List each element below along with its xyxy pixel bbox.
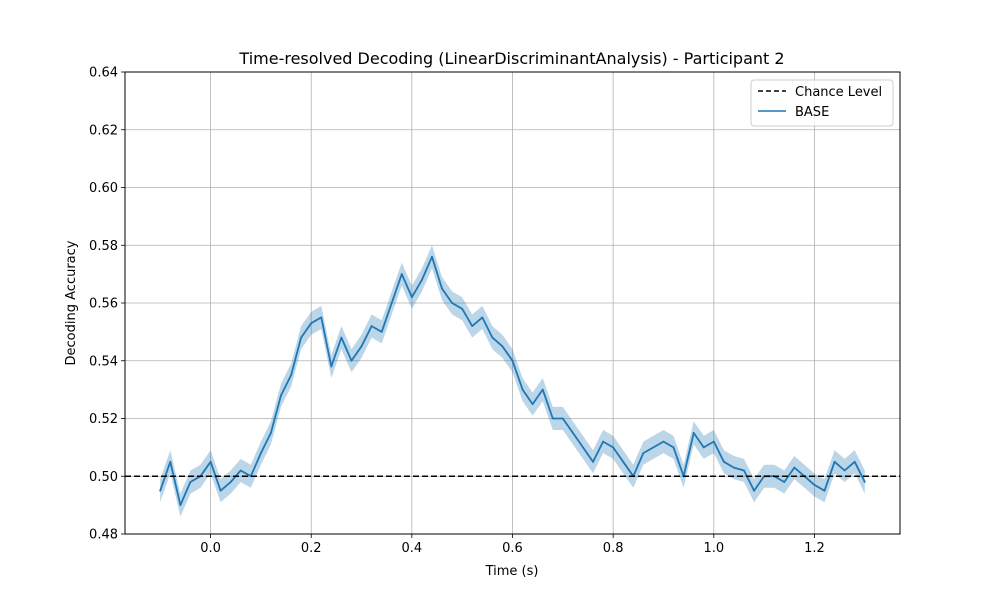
- y-tick-label: 0.56: [89, 297, 118, 312]
- legend-base-label: BASE: [795, 105, 829, 120]
- base-data-point: [209, 460, 212, 463]
- base-data-point: [692, 432, 695, 434]
- base-data-point: [169, 460, 172, 463]
- legend-chance-label: Chance Level: [795, 85, 882, 100]
- axis-ticks: 0.0 0.2 0.4 0.6 0.8 1.0 1.2 0.48 0.50 0.52 0.54 0.5…: [89, 66, 825, 557]
- base-data-point: [491, 336, 494, 339]
- base-data-point: [370, 325, 373, 327]
- base-data-point: [531, 403, 534, 405]
- x-tick-label: 0.8: [603, 541, 624, 556]
- y-tick-label: 0.62: [89, 123, 118, 138]
- y-tick-label: 0.64: [89, 66, 118, 81]
- base-data-point: [783, 481, 786, 483]
- base-data-point: [159, 489, 162, 492]
- base-data-point: [863, 481, 866, 483]
- base-data-point: [380, 330, 383, 333]
- base-data-point: [451, 302, 454, 304]
- base-data-point: [582, 446, 584, 449]
- y-tick-label: 0.48: [89, 528, 118, 543]
- base-data-point: [431, 255, 433, 258]
- x-tick-label: 0.6: [502, 541, 523, 556]
- y-tick-label: 0.52: [89, 412, 118, 427]
- base-data-point: [310, 322, 313, 325]
- base-data-point: [259, 452, 262, 455]
- base-data-point: [612, 446, 615, 449]
- base-data-point: [290, 374, 292, 377]
- legend: Chance Level BASE: [750, 79, 894, 127]
- base-data-point: [239, 469, 242, 472]
- base-data-point: [602, 440, 604, 443]
- base-data-point: [360, 345, 363, 348]
- base-data-point: [471, 325, 474, 327]
- base-data-point: [340, 336, 343, 339]
- base-data-point: [521, 388, 524, 391]
- x-tick-label: 0.0: [200, 541, 221, 556]
- base-data-point: [662, 440, 665, 443]
- data-lines: [125, 255, 900, 507]
- base-confidence-band: [160, 245, 865, 517]
- base-data-point: [753, 489, 755, 492]
- confidence-band: [160, 245, 865, 517]
- base-data-point: [511, 359, 514, 362]
- base-data-point: [743, 469, 745, 472]
- base-data-point: [561, 417, 564, 420]
- base-data-point: [853, 460, 856, 463]
- x-tick-label: 0.4: [402, 541, 423, 556]
- base-data-point: [300, 336, 303, 339]
- x-tick-label: 0.2: [301, 541, 322, 556]
- base-data-point: [189, 481, 192, 483]
- base-data-point: [571, 432, 574, 434]
- base-data-point: [421, 279, 423, 281]
- base-data-point: [843, 469, 846, 472]
- x-tick-label: 1.0: [703, 541, 724, 556]
- base-data-point: [722, 460, 725, 463]
- base-data-point: [330, 365, 333, 368]
- base-data-point: [592, 460, 594, 463]
- base-data-point: [551, 417, 554, 420]
- chart-title: Time-resolved Decoding (LinearDiscrimina…: [238, 49, 784, 68]
- base-data-point: [833, 460, 836, 463]
- legend-box: [750, 79, 894, 127]
- base-data-point: [481, 316, 484, 319]
- base-data-point: [280, 394, 282, 397]
- base-data-point: [622, 460, 625, 463]
- y-axis-label: Decoding Accuracy: [64, 240, 79, 365]
- base-data-point: [441, 287, 443, 290]
- y-tick-label: 0.54: [89, 354, 118, 369]
- y-tick-label: 0.60: [89, 181, 118, 196]
- x-tick-label: 1.2: [804, 541, 825, 556]
- base-data-point: [642, 452, 645, 455]
- base-data-point: [400, 273, 403, 276]
- base-data-point: [712, 440, 715, 443]
- y-tick-label: 0.50: [89, 470, 118, 485]
- base-data-point: [320, 316, 323, 319]
- base-data-point: [270, 432, 272, 434]
- base-data-point: [652, 446, 655, 449]
- base-data-point: [219, 489, 222, 492]
- base-data-point: [501, 345, 504, 348]
- y-tick-label: 0.58: [89, 239, 118, 254]
- base-data-point: [541, 388, 544, 391]
- base-data-point: [672, 446, 675, 449]
- base-data-point: [179, 504, 182, 507]
- base-data-point: [229, 481, 232, 483]
- base-data-point: [390, 302, 393, 304]
- base-data-point: [410, 296, 413, 299]
- base-data-point: [813, 484, 816, 486]
- base-data-point: [793, 466, 796, 469]
- base-data-point: [702, 446, 705, 449]
- x-axis-label: Time (s): [485, 564, 539, 579]
- base-data-point: [733, 466, 735, 469]
- base-data-point: [823, 489, 826, 492]
- base-data-point: [350, 359, 353, 362]
- base-data-point: [461, 307, 464, 310]
